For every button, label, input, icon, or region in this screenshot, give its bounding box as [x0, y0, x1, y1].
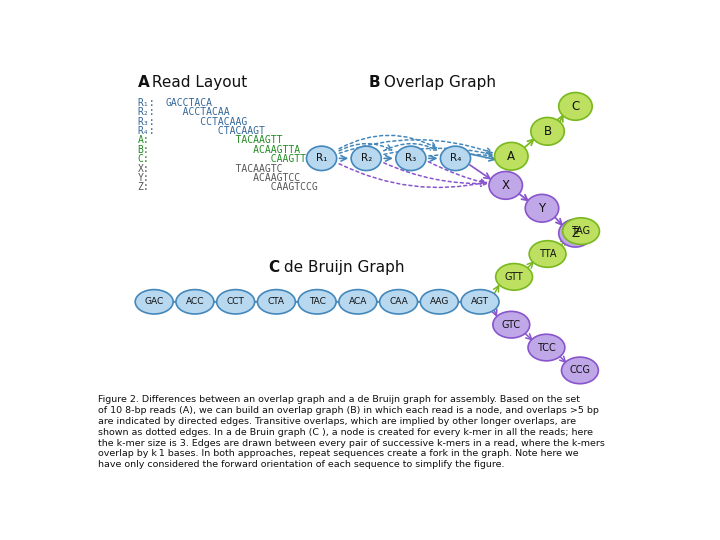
Text: X:: X:	[138, 164, 149, 173]
Text: ACCTACAA: ACCTACAA	[166, 107, 230, 117]
Text: CCG: CCG	[570, 366, 590, 375]
Text: GTC: GTC	[502, 320, 521, 330]
Ellipse shape	[495, 143, 528, 170]
Ellipse shape	[217, 289, 255, 314]
Ellipse shape	[562, 218, 600, 245]
Text: B: B	[544, 125, 552, 138]
Ellipse shape	[307, 146, 337, 171]
Ellipse shape	[559, 92, 593, 120]
Ellipse shape	[493, 312, 530, 338]
Text: CAAGTTAG: CAAGTTAG	[166, 154, 318, 164]
Ellipse shape	[559, 219, 593, 247]
Ellipse shape	[489, 172, 523, 199]
Text: Read Layout: Read Layout	[148, 75, 248, 90]
Text: ACAAGTCC: ACAAGTCC	[166, 173, 300, 183]
Ellipse shape	[531, 118, 564, 145]
Text: CTACAAGT: CTACAAGT	[166, 126, 265, 136]
Text: GAC: GAC	[145, 298, 163, 306]
Ellipse shape	[135, 289, 173, 314]
Text: TTA: TTA	[539, 249, 557, 259]
Ellipse shape	[495, 264, 533, 290]
Text: R₄: R₄	[450, 153, 462, 164]
Text: C:: C:	[138, 154, 149, 164]
Text: R₁: R₁	[316, 153, 328, 164]
Text: ACC: ACC	[186, 298, 204, 306]
Text: have only considered the forward orientation of each sequence to simplify the fi: have only considered the forward orienta…	[99, 460, 505, 469]
Text: GTT: GTT	[505, 272, 523, 282]
Text: shown as dotted edges. In a de Bruin graph (C ), a node is created for every k-m: shown as dotted edges. In a de Bruin gra…	[99, 428, 593, 437]
Text: overlap by k 1 bases. In both approaches, repeat sequences create a fork in the : overlap by k 1 bases. In both approaches…	[99, 449, 579, 458]
Ellipse shape	[396, 146, 426, 171]
Text: B: B	[369, 75, 381, 90]
Text: TAC: TAC	[309, 298, 325, 306]
Text: the k-mer size is 3. Edges are drawn between every pair of successive k-mers in : the k-mer size is 3. Edges are drawn bet…	[99, 438, 606, 448]
Ellipse shape	[298, 289, 336, 314]
Text: Figure 2. Differences between an overlap graph and a de Bruijn graph for assembl: Figure 2. Differences between an overlap…	[99, 395, 580, 404]
Text: CCT: CCT	[227, 298, 245, 306]
Ellipse shape	[176, 289, 214, 314]
Text: R₂: R₂	[361, 153, 372, 164]
Text: A: A	[508, 150, 516, 163]
Text: are indicated by directed edges. Transitive overlaps, which are implied by other: are indicated by directed edges. Transit…	[99, 417, 577, 426]
Ellipse shape	[529, 241, 566, 267]
Ellipse shape	[441, 146, 471, 171]
Text: of 10 8-bp reads (A), we can build an overlap graph (B) in which each read is a : of 10 8-bp reads (A), we can build an ov…	[99, 406, 599, 415]
Text: CAA: CAA	[390, 298, 408, 306]
Text: Z:: Z:	[138, 183, 149, 192]
Text: ACA: ACA	[348, 298, 367, 306]
Text: TAG: TAG	[572, 226, 590, 236]
Text: TACAAGTC: TACAAGTC	[166, 164, 283, 173]
Ellipse shape	[351, 146, 382, 171]
Text: A: A	[138, 75, 149, 90]
Ellipse shape	[379, 289, 418, 314]
Text: B:: B:	[138, 145, 149, 155]
Ellipse shape	[526, 194, 559, 222]
Text: de Bruijn Graph: de Bruijn Graph	[279, 260, 404, 275]
Ellipse shape	[339, 289, 377, 314]
Text: TCC: TCC	[537, 342, 556, 353]
Text: R₃: R₃	[405, 153, 416, 164]
Text: Overlap Graph: Overlap Graph	[379, 75, 496, 90]
Text: R₁:: R₁:	[138, 98, 155, 108]
Text: X: X	[502, 179, 510, 192]
Text: Y:: Y:	[138, 173, 149, 183]
Ellipse shape	[461, 289, 499, 314]
Ellipse shape	[562, 357, 598, 384]
Text: R₄:: R₄:	[138, 126, 155, 136]
Text: CAAGTCCG: CAAGTCCG	[166, 183, 318, 192]
Text: AGT: AGT	[471, 298, 489, 306]
Text: CTA: CTA	[268, 298, 285, 306]
Text: TACAAGTT: TACAAGTT	[166, 136, 283, 145]
Ellipse shape	[528, 334, 565, 361]
Text: R₃:: R₃:	[138, 117, 155, 127]
Text: R₂:: R₂:	[138, 107, 155, 117]
Text: C: C	[572, 100, 580, 113]
Text: ACAAGTTA: ACAAGTTA	[166, 145, 300, 155]
Text: A:: A:	[138, 136, 149, 145]
Text: AAG: AAG	[430, 298, 449, 306]
Ellipse shape	[258, 289, 295, 314]
Text: Y: Y	[539, 202, 546, 215]
Text: Z: Z	[572, 227, 580, 240]
Ellipse shape	[420, 289, 458, 314]
Text: CCTACAAG: CCTACAAG	[166, 117, 248, 127]
Text: GACCTACA: GACCTACA	[166, 98, 212, 108]
Text: C: C	[269, 260, 279, 275]
